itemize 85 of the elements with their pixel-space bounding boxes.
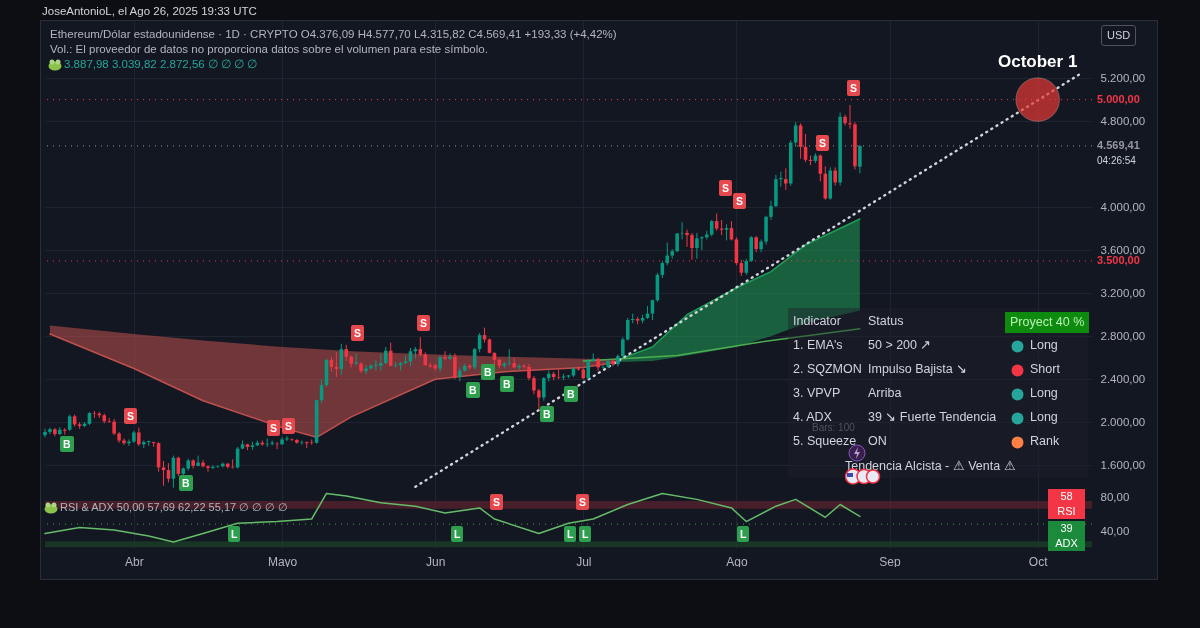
annotation: 58 — [1048, 489, 1085, 504]
x-tick-label: Oct — [1028, 554, 1049, 569]
y-tick-label: 3.600,00 — [1100, 243, 1146, 256]
annotation: B — [466, 382, 480, 398]
text: Ethereum/Dólar estadounidense · 1D · CRYPTO O4.376,09 H4.577,70 L4.315,82 C4.569,41 +193,33 (+4,42%) — [50, 27, 617, 42]
line-series — [44, 492, 861, 543]
annotation: Tendencia Alcista - ⚠ Venta ⚠ — [845, 459, 1016, 474]
x-tick-label: Jun — [425, 554, 446, 569]
annotation: B — [540, 406, 554, 422]
x-tick-label: Jul — [576, 554, 592, 569]
annotation: Arriba — [868, 386, 902, 401]
annotation: Status — [868, 314, 904, 329]
text: USD — [1101, 25, 1137, 46]
annotation: S — [351, 325, 365, 341]
annotation: ON — [868, 434, 887, 449]
annotation: Short — [1030, 362, 1060, 377]
candlestick — [191, 458, 195, 469]
annotation: S — [733, 193, 747, 209]
annotation: Rank — [1030, 434, 1060, 449]
annotation: L — [579, 526, 592, 542]
annotation: S — [847, 80, 861, 96]
annotation: B — [60, 436, 74, 452]
line-series — [582, 327, 861, 362]
y-tick-label: 1.600,00 — [1100, 458, 1146, 471]
annotation: Long — [1030, 338, 1058, 353]
y-tick-label: 2.800,00 — [1100, 329, 1146, 342]
y-tick-label: 40,00 — [1100, 525, 1130, 538]
annotation: Proyect 40 % — [1005, 312, 1090, 333]
annotation: B — [500, 376, 514, 392]
annotation: Long — [1030, 410, 1058, 425]
annotation: RSI — [1048, 504, 1085, 519]
ref-line-label: 5.000,00 — [1097, 92, 1140, 105]
annotation: ADX — [1048, 536, 1085, 551]
y-tick-label: 5.200,00 — [1100, 71, 1146, 84]
y-tick-label: 4.000,00 — [1100, 200, 1146, 213]
y-tick-label: 80,00 — [1100, 491, 1130, 504]
annotation: S — [267, 420, 281, 436]
annotation: 1. EMA's — [793, 338, 843, 353]
y-tick-label: 2.000,00 — [1100, 415, 1146, 428]
text: 04:26:54 — [1097, 154, 1136, 168]
candlestick — [107, 417, 111, 424]
text: Vol.: El proveedor de datos no proporciona datos sobre el volumen para este símbolo. — [50, 42, 488, 57]
candlestick — [670, 248, 674, 260]
candlestick — [309, 438, 314, 446]
text: JoseAntonioL, el Ago 26, 2025 19:33 UTC — [42, 4, 257, 19]
candlestick — [576, 365, 581, 372]
candlestick — [300, 440, 304, 446]
annotation: S — [576, 494, 590, 510]
annotation: 3. VPVP — [793, 386, 841, 401]
y-tick-label: 2.400,00 — [1100, 372, 1146, 385]
annotation: S — [282, 418, 296, 434]
y-tick-label: 4.800,00 — [1100, 114, 1146, 127]
candlestick — [393, 361, 398, 368]
annotation: 2. SQZMON — [793, 362, 862, 377]
candlestick — [556, 369, 561, 380]
annotation: L — [451, 526, 464, 542]
annotation: L — [737, 526, 750, 542]
annotation: Indicator — [793, 314, 841, 329]
x-tick-label: Abr — [125, 554, 144, 569]
annotation: S — [124, 408, 138, 424]
text: RSI & ADX 50,00 57,69 62,22 55,17 ∅ ∅ ∅ ∅ — [60, 500, 289, 515]
candlestick — [92, 410, 97, 419]
annotation: 39 — [1048, 521, 1085, 536]
annotation: 39 ↘ Fuerte Tendencia — [868, 410, 997, 425]
y-tick-label: 3.200,00 — [1100, 286, 1146, 299]
annotation: S — [816, 135, 830, 151]
candlestick — [216, 464, 220, 469]
annotation: 4. ADX — [793, 410, 832, 424]
annotation: B — [179, 475, 193, 491]
annotation: S — [490, 494, 504, 510]
candlestick — [566, 374, 571, 379]
annotation: S — [417, 315, 431, 331]
annotation: B — [481, 364, 495, 380]
annotation: Long — [1030, 386, 1058, 401]
annotation: S — [719, 180, 733, 196]
annotation: B — [564, 386, 578, 402]
annotation: October 1 — [997, 51, 1078, 71]
annotation: L — [564, 526, 577, 542]
annotation: Impulso Bajista ↘ — [868, 362, 968, 377]
annotation: L — [228, 526, 241, 542]
ref-line-label: 4.569,41 — [1097, 138, 1140, 151]
annotation: 5. Squeeze — [793, 434, 857, 449]
annotation: 3.887,98 3.039,82 2.872,56 ∅ ∅ ∅ ∅ — [64, 57, 258, 72]
annotation: 50 > 200 ↗ — [868, 338, 932, 353]
candlestick — [507, 348, 512, 366]
